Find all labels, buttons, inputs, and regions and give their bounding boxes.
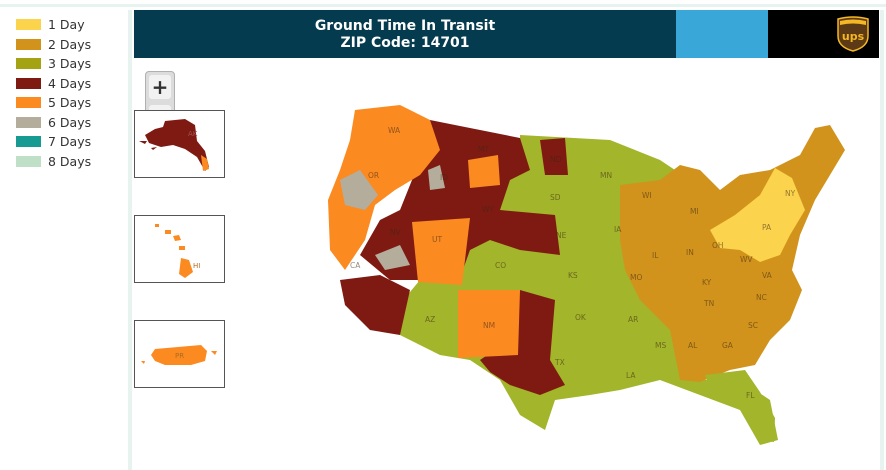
- label-oh: OH: [712, 241, 724, 250]
- label-ga: GA: [722, 341, 734, 350]
- label-wy: WY: [482, 205, 494, 214]
- legend-item-6-days: 6 Days: [16, 113, 126, 133]
- legend-swatch: [16, 136, 41, 148]
- right-border: [880, 10, 884, 470]
- legend-item-3-days: 3 Days: [16, 54, 126, 74]
- legend-label: 6 Days: [48, 114, 92, 130]
- legend-item-8-days: 8 Days: [16, 152, 126, 172]
- title-line: Ground Time In Transit: [314, 18, 496, 34]
- label-mo: MO: [630, 273, 642, 282]
- label-mt: MT: [478, 145, 489, 154]
- legend-item-5-days: 5 Days: [16, 93, 126, 113]
- label-la: LA: [626, 371, 636, 380]
- label-nv: NV: [390, 228, 402, 237]
- label-pr: PR: [175, 352, 184, 360]
- label-ak: AK: [188, 130, 198, 138]
- label-mi: MI: [690, 207, 699, 216]
- label-pa: PA: [762, 223, 772, 232]
- legend-swatch: [16, 19, 41, 31]
- hawaii-islands: [155, 224, 193, 278]
- label-fl: FL: [746, 391, 755, 400]
- label-sc: SC: [748, 321, 758, 330]
- legend-item-4-days: 4 Days: [16, 74, 126, 94]
- puerto-rico-shape: [151, 345, 207, 365]
- label-ia: IA: [614, 225, 622, 234]
- region-6-days: [340, 170, 378, 210]
- label-ut: UT: [432, 235, 442, 244]
- legend-label: 7 Days: [48, 134, 92, 150]
- label-wa: WA: [388, 126, 401, 135]
- puerto-rico-inset[interactable]: PR: [134, 320, 225, 388]
- legend-swatch: [16, 97, 41, 109]
- label-tx: TX: [554, 358, 565, 367]
- state-labels: WA OR CA NV ID MT WY UT AZ NM CO ND SD N…: [350, 126, 796, 400]
- label-ky: KY: [702, 278, 712, 287]
- legend-label: 2 Days: [48, 36, 92, 52]
- map-header: Ground Time In Transit ZIP Code: 14701 u…: [134, 10, 879, 58]
- alaska-inset[interactable]: AK: [134, 110, 225, 178]
- label-ne: NE: [556, 231, 567, 240]
- label-or: OR: [368, 171, 379, 180]
- zoom-in-button[interactable]: +: [149, 75, 171, 99]
- label-nd: ND: [550, 155, 562, 164]
- label-co: CO: [495, 261, 506, 270]
- alaska-shape: [145, 119, 209, 171]
- label-va: VA: [762, 271, 773, 280]
- alaska-panhandle: [201, 155, 209, 171]
- label-al: AL: [688, 341, 698, 350]
- label-ms: MS: [655, 341, 666, 350]
- legend-swatch: [16, 116, 41, 128]
- label-mn: MN: [600, 171, 612, 180]
- label-ks: KS: [568, 271, 578, 280]
- florida-shape: [705, 370, 775, 442]
- us-transit-map[interactable]: WA OR CA NV ID MT WY UT AZ NM CO ND SD N…: [320, 98, 850, 448]
- region-5-days-coast: [328, 105, 440, 270]
- legend-divider: [128, 10, 132, 470]
- legend-swatch: [16, 77, 41, 89]
- legend-label: 8 Days: [48, 153, 92, 169]
- label-wv: WV: [740, 255, 753, 264]
- region-4-days-north: [360, 120, 560, 280]
- label-id: ID: [440, 173, 448, 182]
- ups-logo: ups: [837, 16, 869, 52]
- label-wi: WI: [642, 191, 652, 200]
- legend-item-1-day: 1 Day: [16, 15, 126, 35]
- header-accent: [676, 10, 768, 58]
- label-hi: HI: [193, 262, 200, 270]
- label-nm: NM: [483, 321, 495, 330]
- region-4-days-texas: [480, 290, 565, 395]
- legend-label: 4 Days: [48, 75, 92, 91]
- region-1-day: [710, 168, 805, 262]
- label-ny: NY: [785, 189, 796, 198]
- label-in: IN: [686, 248, 694, 257]
- legend-item-7-days: 7 Days: [16, 132, 126, 152]
- region-5-days-utah: [412, 218, 470, 285]
- legend: 1 Day 2 Days 3 Days 4 Days 5 Days 6 Days…: [16, 15, 126, 171]
- top-border: [0, 4, 886, 7]
- legend-label: 3 Days: [48, 56, 92, 72]
- michigan-shape: [680, 178, 712, 240]
- label-il: IL: [652, 251, 659, 260]
- label-az: AZ: [425, 315, 435, 324]
- legend-swatch: [16, 155, 41, 167]
- label-ar: AR: [628, 315, 638, 324]
- legend-item-2-days: 2 Days: [16, 35, 126, 55]
- legend-swatch: [16, 38, 41, 50]
- label-tn: TN: [703, 299, 714, 308]
- legend-label: 5 Days: [48, 95, 92, 111]
- map-title: Ground Time In Transit ZIP Code: 14701: [134, 18, 676, 52]
- legend-label: 1 Day: [48, 17, 85, 33]
- legend-swatch: [16, 58, 41, 70]
- label-sd: SD: [550, 193, 561, 202]
- label-nc: NC: [756, 293, 767, 302]
- zip-code-line: ZIP Code: 14701: [340, 35, 470, 51]
- label-ca: CA: [350, 261, 361, 270]
- region-4-days-socal: [340, 275, 410, 335]
- label-ok: OK: [575, 313, 587, 322]
- logo-text: ups: [842, 30, 865, 43]
- hawaii-inset[interactable]: HI: [134, 215, 225, 283]
- region-5-days-nm: [458, 290, 520, 358]
